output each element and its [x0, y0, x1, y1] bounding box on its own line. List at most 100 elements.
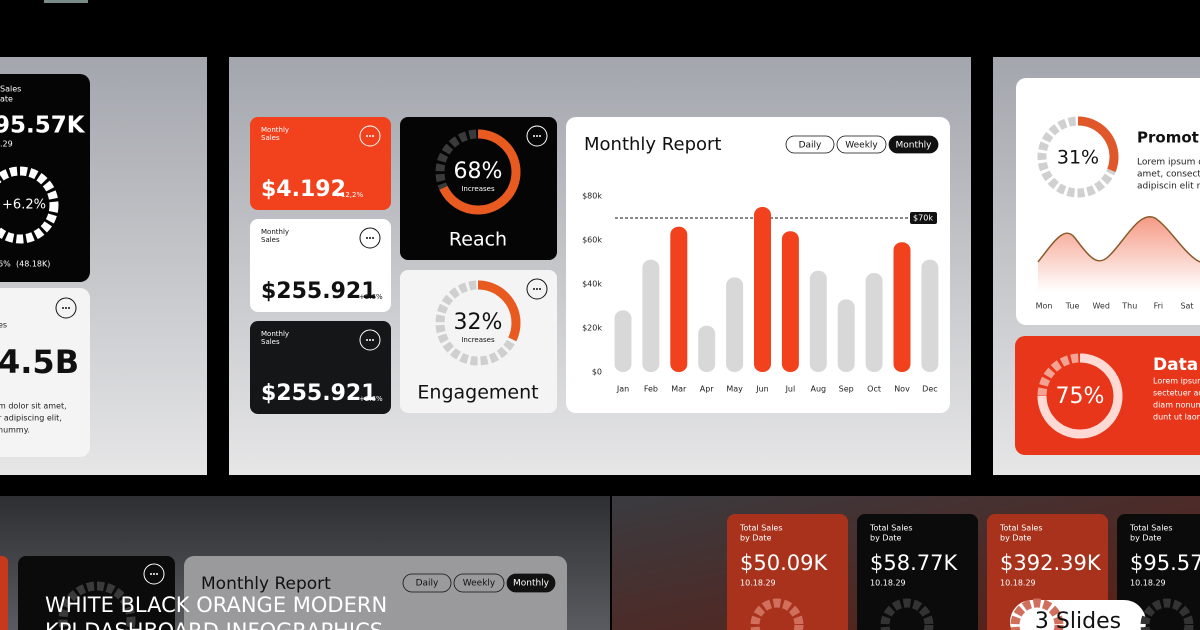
- label: Sales: [0, 85, 21, 94]
- label: +2.6%: [359, 395, 383, 403]
- more-dot: [150, 573, 152, 575]
- donut-track: [1140, 598, 1194, 630]
- bar: [698, 325, 716, 372]
- total-sales-card: [1117, 514, 1200, 630]
- bar: [893, 242, 911, 372]
- label: by Date: [740, 534, 772, 543]
- tab-label: Monthly: [895, 141, 932, 151]
- bar: [837, 299, 855, 372]
- tab-label: Monthly: [513, 579, 550, 589]
- tab[interactable]: [888, 135, 939, 154]
- bar: [921, 259, 939, 372]
- label: Sales: [261, 338, 280, 346]
- more-button[interactable]: [359, 329, 381, 351]
- sales-card: [250, 219, 391, 312]
- more-button[interactable]: [143, 563, 165, 585]
- label: diam nonummy: [1153, 401, 1200, 410]
- x-tick-label: Jan: [616, 385, 629, 394]
- sales-card: [250, 117, 391, 210]
- more-button[interactable]: [55, 297, 77, 319]
- label: 10.18.29: [1000, 579, 1036, 588]
- y-tick-label: $40k: [582, 280, 602, 289]
- label: Total Sales: [869, 524, 913, 533]
- bottom-card: [18, 556, 175, 630]
- label: Sales: [261, 134, 280, 142]
- label: by Date: [1000, 534, 1032, 543]
- x-tick-label: Aug: [810, 385, 826, 394]
- reference-tag: [910, 212, 937, 224]
- total-sales-card: [727, 514, 848, 630]
- more-dot: [369, 339, 371, 341]
- label: +6.2%: [2, 198, 46, 213]
- bar: [726, 277, 744, 372]
- label: Data: [1153, 355, 1198, 375]
- label: +12,2%: [335, 191, 363, 199]
- reach-card: [400, 117, 557, 260]
- more-dot: [536, 135, 538, 137]
- more-dot: [533, 135, 535, 137]
- report-title: Monthly Report: [584, 134, 721, 155]
- more-dot: [65, 307, 67, 309]
- donut-value: [435, 129, 521, 215]
- reference-label: $70k: [913, 214, 933, 223]
- x-tick-label: Nov: [894, 385, 910, 394]
- label: Monthly: [261, 228, 289, 236]
- label: $255.921: [261, 279, 377, 304]
- label: Monthly: [261, 126, 289, 134]
- tab[interactable]: [453, 573, 505, 593]
- label: 10.18.29: [740, 579, 776, 588]
- tab[interactable]: [506, 573, 556, 593]
- more-dot: [372, 339, 374, 341]
- wave-area: [1038, 216, 1200, 292]
- sales-card: [250, 321, 391, 414]
- more-button[interactable]: [526, 278, 548, 300]
- y-tick-label: $80k: [582, 192, 602, 201]
- label: es: [0, 321, 7, 330]
- label: Lorem ipsum do: [1137, 158, 1200, 168]
- label: $392.39K: [1000, 551, 1102, 575]
- label: 6%: [0, 260, 11, 269]
- tab[interactable]: [785, 135, 835, 154]
- donut-track: [0, 166, 59, 244]
- label: sectetuer adi: [1153, 389, 1200, 398]
- label: 68%: [454, 159, 503, 184]
- label: amet, consecte: [1137, 170, 1200, 180]
- donut-track: [1010, 598, 1064, 630]
- bar: [670, 226, 688, 372]
- slides-label: 3 Slides: [1035, 609, 1121, 630]
- more-button[interactable]: [526, 125, 548, 147]
- more-dot: [369, 237, 371, 239]
- x-tick-label: Apr: [700, 385, 715, 394]
- label: Lorem ipsum do: [1153, 377, 1200, 386]
- more-dot: [366, 135, 368, 137]
- donut-value: [1037, 116, 1119, 198]
- more-button[interactable]: [359, 227, 381, 249]
- label: Wed: [1092, 302, 1109, 311]
- y-tick-label: $20k: [582, 324, 602, 333]
- label: m dolor sit amet,: [0, 402, 67, 411]
- label: 95.57K: [0, 113, 86, 139]
- label: Sales: [261, 236, 280, 244]
- label: Reach: [449, 229, 507, 251]
- more-dot: [366, 339, 368, 341]
- bar: [642, 259, 660, 372]
- more-dot: [62, 307, 64, 309]
- tab[interactable]: [836, 135, 887, 154]
- tab[interactable]: [402, 573, 452, 593]
- x-tick-label: Mar: [671, 385, 687, 394]
- more-dot: [372, 237, 374, 239]
- label: Monthly Report: [201, 574, 331, 594]
- bar: [614, 310, 632, 372]
- bar: [865, 273, 883, 372]
- tab-label: Weekly: [845, 141, 878, 151]
- more-dot: [539, 135, 541, 137]
- more-dot: [153, 573, 155, 575]
- more-button[interactable]: [359, 125, 381, 147]
- label: ate: [0, 95, 13, 104]
- label: Tue: [1065, 302, 1080, 311]
- more-dot: [372, 135, 374, 137]
- tab-label: Daily: [799, 141, 822, 151]
- label: (48.18K): [16, 260, 50, 269]
